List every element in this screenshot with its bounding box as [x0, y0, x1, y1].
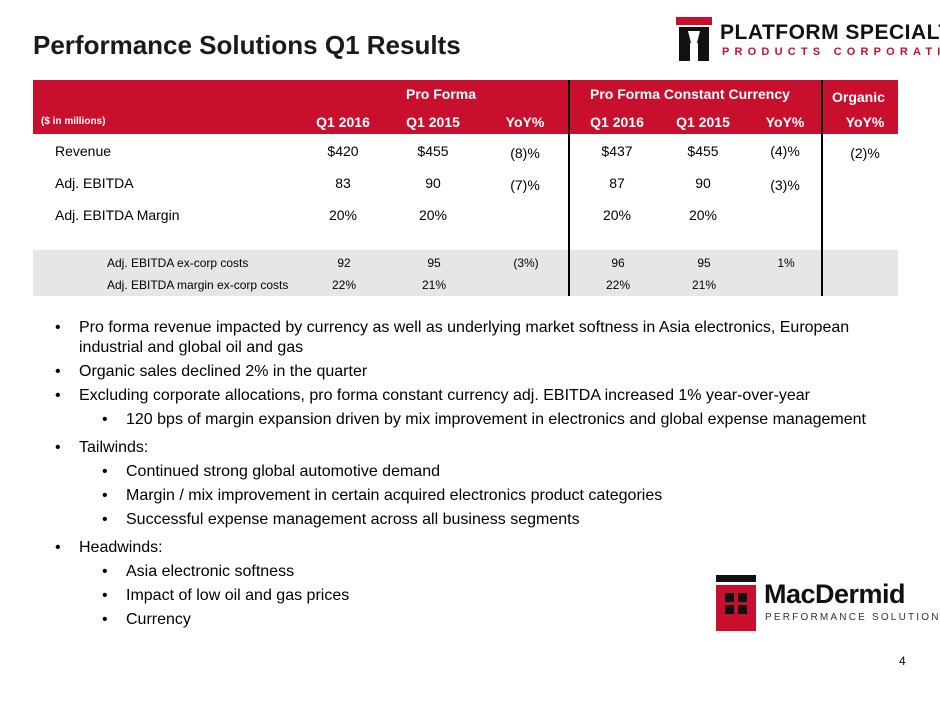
- table-cell: 96: [611, 256, 625, 270]
- table-cell: $455: [687, 143, 719, 159]
- table-cell: (8)%: [510, 145, 540, 161]
- platform-mark-icon: [676, 17, 712, 61]
- macdermid-logo: MacDermid PERFORMANCE SOLUTIONS: [716, 575, 940, 631]
- col-header: YoY%: [505, 114, 545, 130]
- table-cell: (2)%: [850, 145, 880, 161]
- bullet-item: Excluding corporate allocations, pro for…: [55, 386, 885, 406]
- unit-label: ($ in millions): [41, 116, 106, 127]
- results-table: Pro Forma Pro Forma Constant Currency Or…: [33, 80, 898, 296]
- column-divider: [821, 80, 823, 296]
- logo-line-1: PLATFORM SPECIALTY: [720, 21, 940, 44]
- ex-corp-band: [33, 250, 898, 296]
- sub-bullet-item: Successful expense management across all…: [55, 510, 885, 530]
- sub-bullet-item: Continued strong global automotive deman…: [55, 462, 885, 482]
- col-header: Q1 2016: [590, 114, 644, 130]
- table-cell: (4)%: [770, 143, 800, 159]
- table-cell: (3%): [513, 256, 539, 270]
- sub-bullet-item: 120 bps of margin expansion driven by mi…: [55, 410, 885, 430]
- logo-name: MacDermid: [764, 579, 906, 609]
- sub-row-label: Adj. EBITDA margin ex-corp costs: [107, 278, 289, 292]
- row-label: Adj. EBITDA: [55, 175, 134, 191]
- bullet-item: Pro forma revenue impacted by currency a…: [55, 318, 885, 358]
- table-cell: 90: [425, 175, 441, 191]
- table-cell: 20%: [418, 207, 448, 223]
- table-cell: 90: [695, 175, 711, 191]
- table-cell: 21%: [691, 278, 717, 292]
- table-cell: 22%: [605, 278, 631, 292]
- row-label: Adj. EBITDA Margin: [55, 207, 180, 223]
- slide-title: Performance Solutions Q1 Results: [33, 30, 461, 60]
- table-cell: 1%: [777, 256, 795, 270]
- col-header: Q1 2016: [316, 114, 370, 130]
- bullet-item: Headwinds:: [55, 538, 885, 558]
- col-header: YoY%: [845, 114, 885, 130]
- table-cell: 83: [335, 175, 351, 191]
- table-cell: 92: [337, 256, 351, 270]
- sub-bullet-item: Margin / mix improvement in certain acqu…: [55, 486, 885, 506]
- table-cell: $420: [327, 143, 359, 159]
- table-cell: 87: [609, 175, 625, 191]
- sub-bullet-item: Currency: [55, 610, 885, 630]
- table-cell: 95: [427, 256, 441, 270]
- table-cell: $437: [601, 143, 633, 159]
- group-header-organic: Organic: [832, 89, 885, 105]
- group-header-constant-currency: Pro Forma Constant Currency: [590, 86, 790, 102]
- bullet-item: Tailwinds:: [55, 438, 885, 458]
- group-header-pro-forma: Pro Forma: [406, 86, 477, 102]
- table-cell: 95: [697, 256, 711, 270]
- bullet-list: Pro forma revenue impacted by currency a…: [55, 318, 885, 634]
- table-cell: 21%: [421, 278, 447, 292]
- table-cell: 22%: [331, 278, 357, 292]
- table-cell: $455: [417, 143, 449, 159]
- logo-line-2: PRODUCTS CORPORATION: [722, 46, 940, 58]
- table-cell: 20%: [602, 207, 632, 223]
- platform-specialty-logo: PLATFORM SPECIALTY PRODUCTS CORPORATION: [676, 17, 940, 67]
- sub-bullet-item: Impact of low oil and gas prices: [55, 586, 885, 606]
- col-header: Q1 2015: [676, 114, 730, 130]
- row-label: Revenue: [55, 143, 112, 159]
- table-cell: (7)%: [510, 177, 540, 193]
- sub-bullet-item: Asia electronic softness: [55, 562, 885, 582]
- col-header: YoY%: [765, 114, 805, 130]
- table-header-band: [33, 80, 898, 134]
- table-cell: (3)%: [770, 177, 800, 193]
- column-divider: [568, 80, 570, 296]
- bullet-item: Organic sales declined 2% in the quarter: [55, 362, 885, 382]
- logo-subtitle: PERFORMANCE SOLUTIONS: [765, 612, 940, 623]
- macdermid-mark-icon: [716, 575, 756, 631]
- page-number: 4: [899, 654, 906, 668]
- table-cell: 20%: [688, 207, 718, 223]
- table-cell: 20%: [328, 207, 358, 223]
- col-header: Q1 2015: [406, 114, 460, 130]
- sub-row-label: Adj. EBITDA ex-corp costs: [107, 256, 249, 270]
